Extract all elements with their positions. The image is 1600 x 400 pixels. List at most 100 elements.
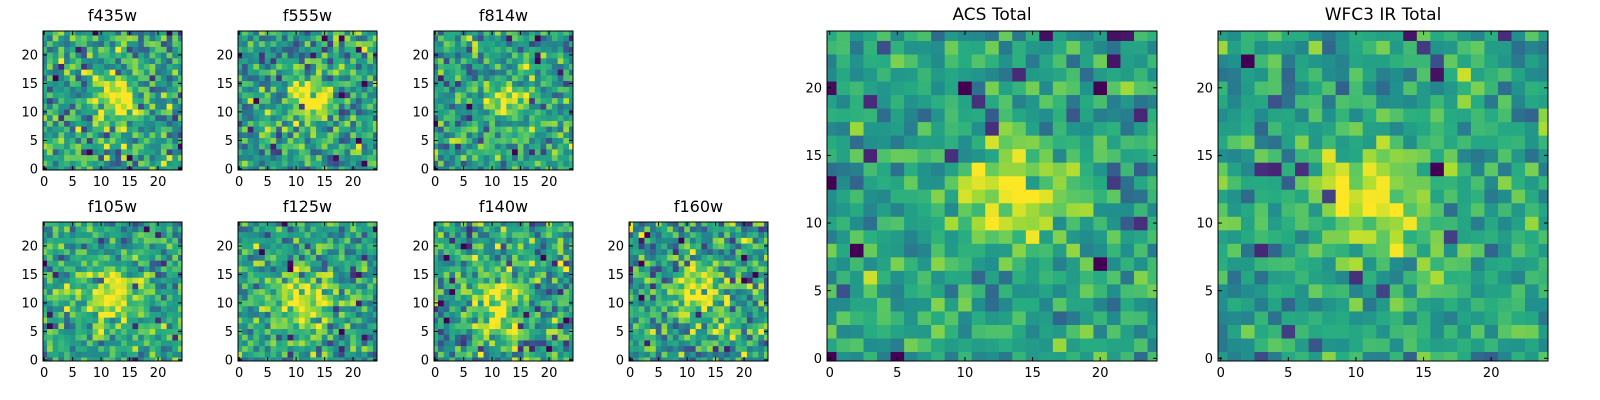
heatmap-cell xyxy=(534,63,542,70)
heatmap-cell xyxy=(724,305,731,312)
heatmap-cell xyxy=(877,324,892,339)
heatmap-cell xyxy=(735,231,742,238)
heatmap-cell xyxy=(281,114,289,121)
heatmap-cell xyxy=(434,166,439,170)
heatmap-cell xyxy=(569,86,573,93)
heatmap-cell xyxy=(166,160,173,167)
heatmap-cell xyxy=(149,109,156,116)
heatmap-cell xyxy=(729,225,737,233)
heatmap-cell xyxy=(338,288,346,295)
heatmap-cell xyxy=(741,248,748,255)
heatmap-cell xyxy=(160,222,168,227)
heatmap-cell xyxy=(460,345,467,352)
heatmap-cell xyxy=(264,282,271,290)
heatmap-cell xyxy=(849,297,865,312)
heatmap-cell xyxy=(264,86,271,93)
heatmap-cell xyxy=(724,288,731,295)
heatmap-cell xyxy=(58,103,65,110)
heatmap-cell xyxy=(160,120,168,127)
heatmap-cell xyxy=(836,81,851,96)
heatmap-cell xyxy=(247,40,254,47)
heatmap-cell xyxy=(534,322,542,330)
heatmap-cell xyxy=(327,166,334,170)
heatmap-cell xyxy=(512,260,519,267)
heatmap-cell xyxy=(287,357,294,361)
heatmap-cell xyxy=(64,143,71,150)
heatmap-cell xyxy=(998,310,1013,325)
heatmap-cell xyxy=(259,271,266,278)
heatmap-cell xyxy=(52,357,59,361)
heatmap-cell xyxy=(350,63,357,70)
heatmap-cell xyxy=(644,357,651,361)
heatmap-cell xyxy=(569,248,573,255)
heatmap-cell xyxy=(1066,270,1081,285)
heatmap-cell xyxy=(557,231,564,238)
heatmap-cell xyxy=(160,69,168,76)
heatmap-cell xyxy=(304,86,311,93)
heatmap-cell xyxy=(310,317,317,324)
heatmap-cell xyxy=(546,148,553,156)
heatmap-cell xyxy=(344,86,351,93)
heatmap-cell xyxy=(58,148,65,156)
heatmap-cell xyxy=(98,131,105,139)
heatmap-cell xyxy=(506,317,513,324)
heatmap-cell xyxy=(350,80,357,87)
heatmap-cell xyxy=(103,260,111,267)
heatmap-cell xyxy=(529,294,536,301)
heatmap-cell xyxy=(650,328,657,335)
heatmap-cell xyxy=(500,339,507,347)
heatmap-cell xyxy=(75,166,82,170)
heatmap-cell xyxy=(149,300,156,307)
heatmap-cell xyxy=(46,345,54,352)
heatmap-cell xyxy=(569,282,573,290)
heatmap-cell xyxy=(483,322,490,330)
heatmap-cell xyxy=(69,52,76,59)
heatmap-cell xyxy=(172,103,179,110)
heatmap-cell xyxy=(877,243,892,258)
axes-frame xyxy=(42,30,183,171)
heatmap-cell xyxy=(69,86,76,93)
heatmap-cell xyxy=(126,46,133,53)
heatmap-cell xyxy=(43,154,48,161)
heatmap-cell xyxy=(455,334,462,341)
heatmap-cell xyxy=(644,231,651,238)
heatmap-cell xyxy=(126,74,133,82)
heatmap-cell xyxy=(735,328,742,335)
heatmap-cell xyxy=(827,202,837,217)
heatmap-cell xyxy=(149,260,156,267)
heatmap-cell xyxy=(238,103,243,110)
heatmap-cell xyxy=(64,86,71,93)
heatmap-cell xyxy=(86,126,94,133)
heatmap-cell xyxy=(155,334,162,341)
heatmap-cell xyxy=(355,86,363,93)
heatmap-cell xyxy=(155,63,162,70)
heatmap-cell xyxy=(506,86,513,93)
heatmap-cell xyxy=(985,202,1000,217)
heatmap-cell xyxy=(472,86,479,93)
heatmap-cell xyxy=(707,357,714,361)
heatmap-cell xyxy=(259,328,266,335)
heatmap-cell xyxy=(166,52,173,59)
heatmap-cell xyxy=(512,305,519,312)
heatmap-cell xyxy=(701,334,708,341)
heatmap-cell xyxy=(466,91,473,99)
heatmap-cell xyxy=(551,137,559,144)
heatmap-cell xyxy=(551,317,559,324)
heatmap-cell xyxy=(264,328,271,335)
heatmap-cell xyxy=(126,131,133,139)
heatmap-cell xyxy=(304,109,311,116)
heatmap-cell xyxy=(455,237,462,244)
heatmap-cell xyxy=(367,31,374,36)
heatmap-cell xyxy=(638,317,645,324)
heatmap-cell xyxy=(46,114,54,121)
heatmap-cell xyxy=(138,300,145,307)
heatmap-cell xyxy=(75,80,82,87)
heatmap-cell xyxy=(506,328,513,335)
heatmap-cell xyxy=(500,166,507,170)
heatmap-cell xyxy=(655,277,662,284)
heatmap-cell xyxy=(126,97,133,104)
heatmap-cell xyxy=(166,277,173,284)
heatmap-cell xyxy=(540,63,547,70)
heatmap-cell xyxy=(904,148,919,163)
heatmap-cell xyxy=(890,202,905,217)
